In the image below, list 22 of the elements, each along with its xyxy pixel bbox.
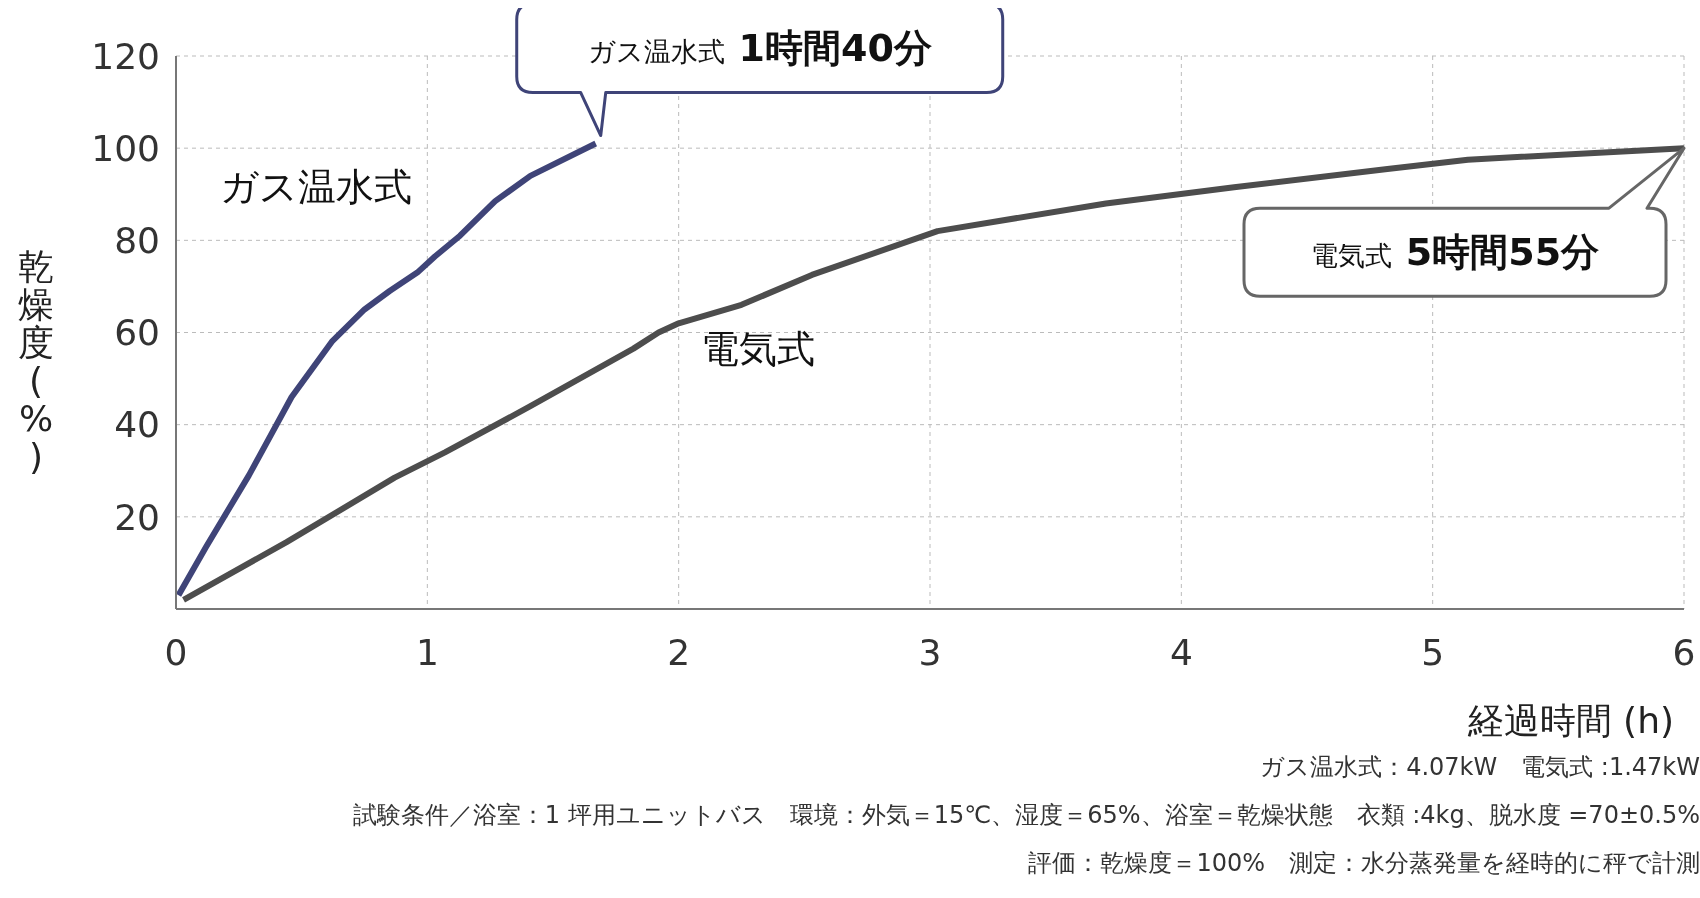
x-tick-label: 5 xyxy=(1421,631,1445,673)
y-tick-label: 40 xyxy=(114,404,160,446)
y-axis-title: 乾燥度(%) xyxy=(17,248,55,476)
x-tick-label: 4 xyxy=(1169,631,1193,673)
y-tick-label: 60 xyxy=(114,312,160,354)
x-tick-label: 2 xyxy=(667,631,691,673)
series-label: ガス温水式 xyxy=(219,164,412,209)
y-tick-label: 20 xyxy=(114,496,160,538)
text: 試験条件／浴室：1 坪用ユニットバス 環境：外気＝15℃、湿度＝65%、浴室＝乾燥状態 衣類 :4kg、脱水度 =70±0.5% xyxy=(351,800,1700,831)
y-tick-label: 80 xyxy=(114,220,160,262)
text: ガス温水式：4.07kW 電気式 :1.47kW xyxy=(1259,752,1700,783)
annotation: 電気式 5時間55分 xyxy=(1310,230,1600,275)
series-label: 電気式 xyxy=(700,327,815,372)
x-axis-title: 経過時間 (h) xyxy=(1466,700,1674,741)
y-tick-label: 100 xyxy=(91,127,160,169)
x-tick-label: 0 xyxy=(164,631,188,673)
x-tick-label: 3 xyxy=(918,631,942,673)
x-tick-label: 1 xyxy=(415,631,439,673)
text: 評価：乾燥度＝100% 測定：水分蒸発量を経時的に秤で計測 xyxy=(1027,848,1700,879)
y-tick-label: 120 xyxy=(91,35,160,77)
annotation: ガス温水式 1時間40分 xyxy=(587,26,932,71)
x-tick-label: 6 xyxy=(1672,631,1696,673)
